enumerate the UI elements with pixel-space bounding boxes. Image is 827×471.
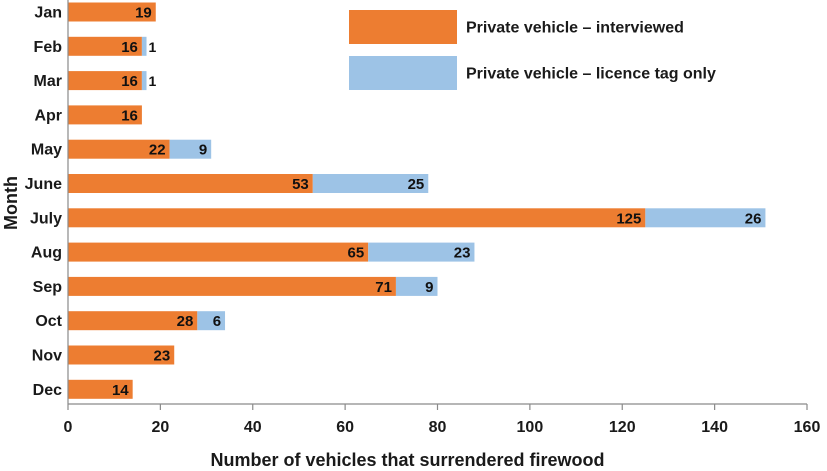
data-labels: 19 16 1 16 1 16 22 9 53 25 125 26 65 23 71 9 28 6 23 14 [112,5,761,399]
month-label-oct: Oct [35,313,62,330]
x-tick-label-160: 160 [794,419,821,436]
bar-mar-series-1 [68,71,142,91]
bars-group [68,2,766,399]
data-label-jan-series-1: 19 [135,5,152,22]
month-label-june: June [25,176,62,193]
x-axis: 0 20 40 60 80 100 120 140 160 [64,0,821,436]
data-label-june-series-2: 25 [408,176,425,193]
data-label-oct-series-1: 28 [177,313,194,330]
data-label-dec-series-1: 14 [112,382,129,399]
data-label-july-series-1: 125 [616,210,641,227]
data-label-aug-series-2: 23 [454,245,471,262]
data-label-nov-series-1: 23 [154,348,171,365]
bar-dec-series-1 [68,379,133,399]
bar-jan-series-1 [68,2,156,22]
bar-feb-series-2 [141,36,147,56]
data-label-feb-series-1: 16 [121,39,138,56]
x-tick-label-80: 80 [429,419,447,436]
bar-feb-series-1 [68,36,142,56]
month-label-sep: Sep [33,279,63,296]
bar-nov-series-1 [68,345,175,365]
data-label-mar-series-2: 1 [149,73,157,89]
data-label-aug-series-1: 65 [348,245,365,262]
month-label-apr: Apr [34,107,62,124]
bar-aug-series-2 [368,242,475,262]
month-label-mar: Mar [34,73,62,90]
x-tick-label-120: 120 [609,419,636,436]
bar-june-series-2 [312,174,429,193]
month-label-dec: Dec [33,382,62,399]
bar-sep-series-1 [68,276,396,296]
month-label-jan: Jan [34,5,62,22]
data-label-sep-series-2: 9 [425,279,433,296]
x-axis-title: Number of vehicles that surrendered fire… [210,450,604,470]
x-tick-label-0: 0 [64,419,73,436]
bar-may-series-2 [169,139,212,159]
x-tick-label-140: 140 [701,419,728,436]
bar-july-series-2 [645,208,766,228]
bar-july-series-1 [68,208,646,228]
data-label-feb-series-2: 1 [149,39,157,55]
x-tick-label-20: 20 [151,419,169,436]
data-label-may-series-1: 22 [149,142,166,159]
data-label-june-series-1: 53 [292,176,309,193]
data-label-apr-series-1: 16 [121,107,138,124]
legend: Private vehicle – interviewed Private veh… [349,10,716,90]
x-tick-label-40: 40 [244,419,262,436]
month-label-feb: Feb [34,39,63,56]
x-tick-label-60: 60 [336,419,354,436]
bar-mar-series-2 [141,71,147,91]
month-label-aug: Aug [31,245,62,262]
data-label-july-series-2: 26 [745,210,762,227]
bar-apr-series-1 [68,105,142,125]
bar-may-series-1 [68,139,170,159]
month-label-july: July [30,210,62,227]
bar-aug-series-1 [68,242,369,262]
bar-june-series-1 [68,174,313,193]
x-tick-label-100: 100 [517,419,544,436]
month-label-may: May [31,142,62,159]
bar-oct-series-1 [68,311,198,331]
legend-label-1: Private vehicle – interviewed [466,20,684,37]
month-label-nov: Nov [32,348,62,365]
legend-swatch-1 [349,10,457,44]
data-label-may-series-2: 9 [199,142,207,159]
month-labels: Jan Feb Mar Apr May June July Aug Sep Oct Nov Dec [25,5,63,399]
data-label-mar-series-1: 16 [121,73,138,90]
bar-sep-series-2 [395,276,438,296]
legend-label-2: Private vehicle – licence tag only [466,66,716,83]
data-label-sep-series-1: 71 [375,279,392,296]
data-label-oct-series-2: 6 [213,313,221,330]
legend-swatch-2 [349,56,457,90]
y-axis-title: Month [1,176,21,230]
bar-oct-series-2 [197,311,226,331]
